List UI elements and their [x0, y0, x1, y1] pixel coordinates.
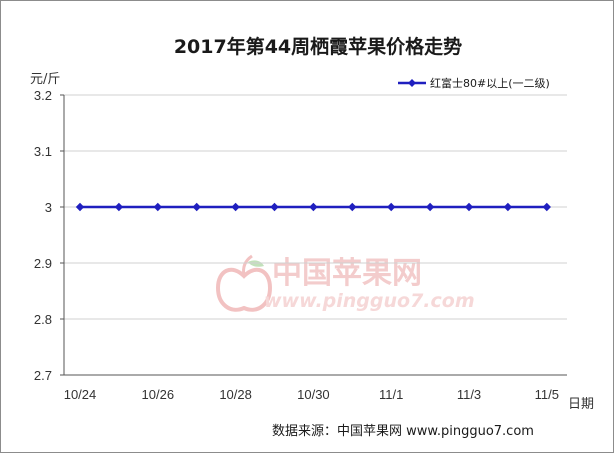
x-tick-labels: 10/24 10/26 10/28 10/30 11/1 11/3 11/5	[64, 387, 559, 402]
y-tick-label: 2.9	[34, 256, 52, 271]
chart-title: 2017年第44周栖霞苹果价格走势	[174, 35, 462, 58]
watermark-site-name: 中国苹果网	[272, 256, 422, 291]
data-point	[193, 203, 201, 211]
legend-label: 红富士80#以上(一二级)	[430, 76, 550, 90]
data-point	[543, 203, 551, 211]
data-point	[309, 203, 317, 211]
data-point	[426, 203, 434, 211]
x-tick-label: 10/24	[64, 387, 97, 402]
x-axis-label: 日期	[568, 397, 594, 412]
legend: 红富士80#以上(一二级)	[398, 76, 550, 90]
x-tick-label: 10/30	[297, 387, 330, 402]
data-point	[115, 203, 123, 211]
data-point	[504, 203, 512, 211]
source-note: 数据来源：中国苹果网 www.pingguo7.com	[272, 424, 534, 439]
y-tick-label: 3.2	[34, 88, 52, 103]
y-tick-label: 2.8	[34, 312, 52, 327]
y-tick-label: 3	[45, 200, 52, 215]
data-point	[231, 203, 239, 211]
legend-diamond-icon	[408, 79, 416, 87]
watermark: 中国苹果网 www.pingguo7.com	[218, 256, 475, 312]
apple-logo-icon	[218, 256, 270, 310]
data-point	[387, 203, 395, 211]
axes	[60, 95, 567, 375]
data-point	[465, 203, 473, 211]
y-axis-label: 元/斤	[30, 72, 60, 87]
y-tick-label: 2.7	[34, 368, 52, 383]
data-point	[76, 203, 84, 211]
x-tick-label: 10/28	[219, 387, 252, 402]
data-point	[348, 203, 356, 211]
x-tick-label: 11/3	[457, 387, 481, 402]
data-point	[154, 203, 162, 211]
x-tick-label: 11/5	[535, 387, 559, 402]
x-tick-label: 11/1	[379, 387, 403, 402]
x-tick-label: 10/26	[142, 387, 175, 402]
watermark-url: www.pingguo7.com	[264, 290, 475, 312]
series-group	[76, 203, 551, 211]
data-point	[270, 203, 278, 211]
y-tick-label: 3.1	[34, 144, 52, 159]
y-tick-labels: 3.2 3.1 3 2.9 2.8 2.7	[34, 88, 52, 383]
